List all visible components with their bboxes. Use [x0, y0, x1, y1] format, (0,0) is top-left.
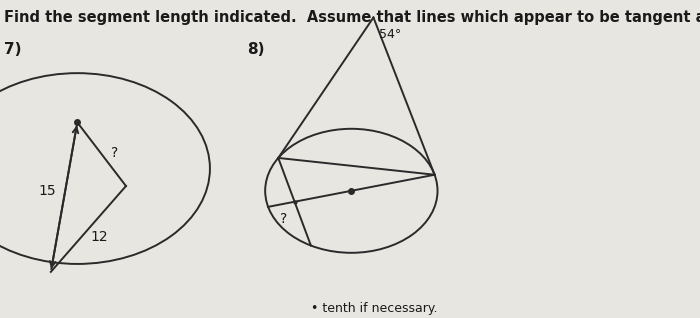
Text: Find the segment length indicated.  Assume that lines which appear to be tangent: Find the segment length indicated. Assum… — [4, 10, 700, 24]
Text: 12: 12 — [90, 230, 108, 244]
Text: 7): 7) — [4, 42, 22, 57]
Text: ?: ? — [280, 212, 287, 226]
Text: 54°: 54° — [379, 29, 401, 41]
Text: 8): 8) — [248, 42, 265, 57]
Text: 15: 15 — [38, 184, 56, 198]
Text: • tenth if necessary.: • tenth if necessary. — [311, 302, 438, 315]
Text: ?: ? — [111, 146, 118, 160]
